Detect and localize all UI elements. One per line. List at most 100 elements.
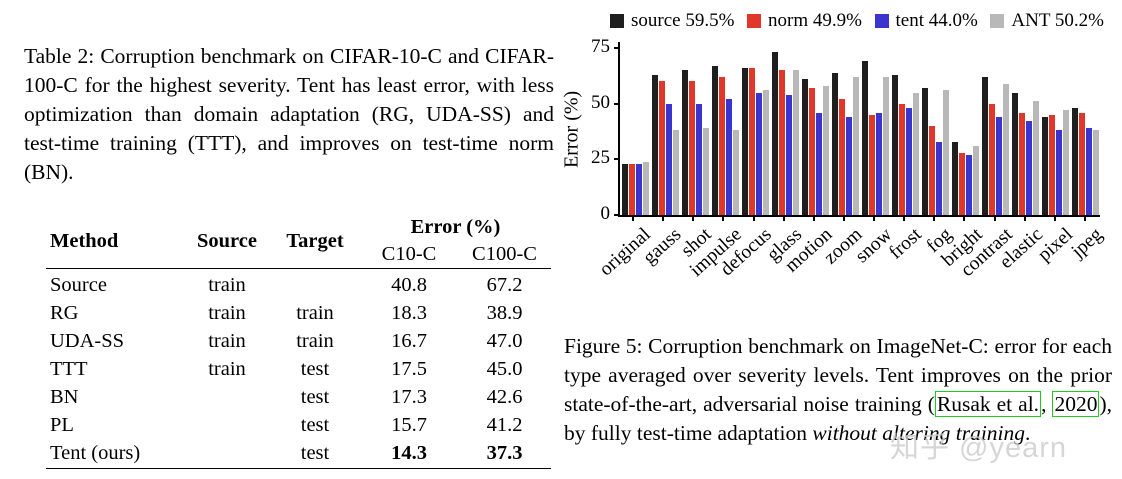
bar-ANT-pixel — [1062, 110, 1069, 215]
xtick-mark-motion — [812, 217, 815, 221]
bar-norm-contrast — [988, 103, 995, 215]
col-header-method: Method — [46, 214, 184, 269]
ytick-mark-75 — [614, 47, 620, 49]
cell-c10: 17.3 — [391, 386, 427, 408]
xtick-mark-pixel — [1053, 217, 1056, 221]
bar-tent-pixel — [1055, 130, 1062, 215]
bar-tent-impulse — [725, 99, 732, 215]
bar-tent-jpeg — [1085, 128, 1092, 215]
ytick-0: 0 — [600, 203, 611, 224]
bar-source-pixel — [1041, 117, 1048, 215]
bar-ANT-shot — [702, 128, 709, 215]
cell-method: UDA-SS — [50, 330, 125, 352]
bar-norm-original — [628, 163, 635, 215]
legend-item-tent: tent 44.0% — [874, 10, 978, 32]
bar-source-original — [621, 163, 628, 215]
legend-item-norm: norm 49.9% — [747, 10, 862, 32]
col-header-error: Error (%) — [410, 216, 501, 238]
table-row: PL test 15.7 41.2 — [46, 412, 551, 440]
table-row: RG train train 18.3 38.9 — [46, 300, 551, 328]
caption-text: Figure 5: Corruption benchmark on ImageN… — [564, 333, 1112, 416]
xtick-mark-frost — [903, 217, 906, 221]
legend-item-ANT: ANT 50.2% — [990, 10, 1104, 32]
cell-c10: 14.3 — [391, 442, 427, 464]
legend-swatch-norm — [747, 14, 761, 28]
cell-target: test — [300, 414, 330, 436]
bar-norm-glass — [778, 70, 785, 215]
bar-tent-shot — [695, 103, 702, 215]
col-header-c10c: C10-C — [360, 241, 458, 269]
bar-ANT-bright — [972, 145, 979, 215]
plot-area: 0 25 50 75 — [591, 37, 1100, 223]
cell-source: train — [208, 330, 246, 352]
bar-group-bright — [950, 42, 980, 215]
bar-group-motion — [800, 42, 830, 215]
legend-label-source: source 59.5% — [631, 10, 735, 31]
ytick-mark-0 — [614, 214, 620, 216]
bar-source-jpeg — [1071, 108, 1078, 215]
bar-group-zoom — [830, 42, 860, 215]
legend-item-source: source 59.5% — [610, 10, 734, 32]
bar-norm-zoom — [838, 99, 845, 215]
ytick-75: 75 — [591, 36, 610, 57]
bar-group-fog — [920, 42, 950, 215]
bar-source-gauss — [651, 74, 658, 215]
bar-source-fog — [921, 88, 928, 215]
xtick-mark-gauss — [662, 217, 665, 221]
bar-group-jpeg — [1070, 42, 1100, 215]
bar-group-original — [620, 42, 650, 215]
bar-source-impulse — [711, 65, 718, 215]
legend-label-tent: tent 44.0% — [895, 10, 978, 31]
bar-norm-motion — [808, 88, 815, 215]
bar-ANT-impulse — [732, 130, 739, 215]
bar-source-defocus — [741, 68, 748, 215]
cell-method: PL — [50, 414, 74, 436]
figure5-chart: source 59.5% norm 49.9% tent 44.0% ANT 50.2… — [560, 10, 1116, 299]
legend-label-norm: norm 49.9% — [768, 10, 862, 31]
table-row: UDA-SS train train 16.7 47.0 — [46, 328, 551, 356]
xtick-mark-bright — [963, 217, 966, 221]
bar-ANT-contrast — [1002, 83, 1009, 215]
bar-ANT-snow — [882, 76, 889, 215]
bar-source-zoom — [831, 72, 838, 215]
xlabel-frost: frost — [885, 224, 927, 264]
cell-target: train — [296, 302, 334, 324]
xtick-mark-contrast — [993, 217, 996, 221]
cell-source: train — [208, 358, 246, 380]
col-header-target: Target — [270, 214, 360, 269]
table-row: Source train 40.8 67.2 — [46, 269, 551, 300]
cell-c10: 15.7 — [391, 414, 427, 436]
cell-method: RG — [50, 302, 79, 324]
bar-group-impulse — [710, 42, 740, 215]
bar-tent-fog — [935, 141, 942, 215]
cell-c100: 38.9 — [486, 302, 523, 324]
legend-label-ANT: ANT 50.2% — [1011, 10, 1104, 31]
bar-group-defocus — [740, 42, 770, 215]
ytick-25: 25 — [591, 147, 610, 169]
cell-source: train — [208, 274, 246, 296]
col-header-c100c: C100-C — [458, 241, 551, 269]
bar-source-snow — [861, 61, 868, 215]
col-header-source: Source — [184, 214, 270, 269]
bar-ANT-gauss — [672, 130, 679, 215]
cell-method: TTT — [50, 358, 88, 380]
citation-link-year[interactable]: 2020 — [1052, 390, 1100, 417]
bar-group-contrast — [980, 42, 1010, 215]
bar-norm-elastic — [1018, 112, 1025, 215]
xtick-mark-jpeg — [1083, 217, 1086, 221]
bar-source-contrast — [981, 76, 988, 215]
xtick-mark-snow — [873, 217, 876, 221]
xlabel-jpeg: jpeg — [1067, 224, 1107, 263]
ytick-50: 50 — [591, 91, 610, 113]
bar-source-glass — [771, 52, 778, 215]
table-row: TTT train test 17.5 45.0 — [46, 356, 551, 384]
bar-tent-contrast — [995, 117, 1002, 215]
xtick-mark-fog — [933, 217, 936, 221]
bar-ANT-zoom — [852, 76, 859, 215]
y-axis-label: Error (%) — [560, 90, 583, 169]
cell-c100: 67.2 — [486, 274, 523, 296]
cell-source — [184, 412, 270, 440]
cell-c100: 47.0 — [486, 330, 523, 352]
citation-link-rusak[interactable]: Rusak et al. — [934, 390, 1042, 417]
cell-c100: 45.0 — [486, 358, 523, 380]
